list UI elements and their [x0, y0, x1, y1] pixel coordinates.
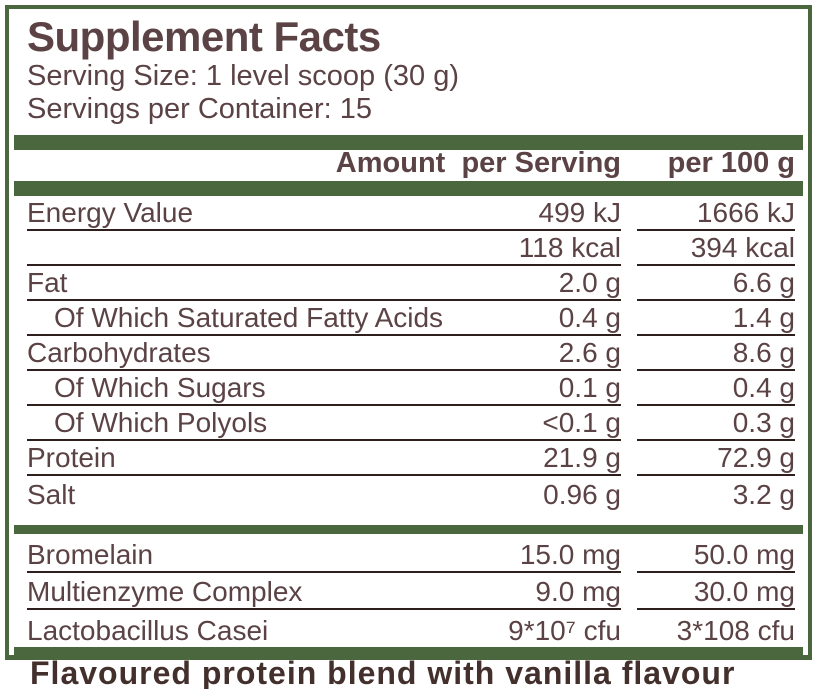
row-main-cell: Salt 0.96 g — [27, 476, 621, 511]
row-label: Salt — [27, 479, 76, 510]
actives-section: Bromelain 15.0 mg 50.0 mg Multienzyme Compl… — [9, 536, 808, 647]
per-serving-value: 2.0 g — [558, 267, 621, 298]
supplement-facts-panel: Supplement Facts Serving Size: 1 level s… — [5, 5, 812, 660]
per-serving-value: 0.96 g — [543, 479, 621, 510]
per-100g-value: 0.4 g — [637, 371, 795, 406]
green-separator-bar — [14, 135, 803, 150]
supplement-label-page: { "panel": { "title": "Supplement Facts"… — [5, 5, 812, 689]
per-100g-value: 1666 kJ — [637, 196, 795, 231]
row-label: Carbohydrates — [27, 337, 211, 368]
per-100g-value: 3.2 g — [732, 479, 795, 510]
row-label: Bromelain — [27, 539, 154, 570]
row-label: Lactobacillus Casei — [27, 615, 269, 646]
row-label: Multienzyme Complex — [27, 576, 303, 607]
row-label: Protein — [27, 442, 116, 473]
green-separator-bar — [14, 181, 803, 196]
per-serving-value: 9.0 mg — [535, 576, 621, 607]
per-100g-value: 72.9 g — [637, 441, 795, 476]
per-100g-value: 30.0 mg — [637, 573, 795, 610]
row-protein: Protein 21.9 g 72.9 g — [9, 441, 808, 476]
row-label: Fat — [27, 267, 68, 298]
row-multienzyme-complex: Multienzyme Complex 9.0 mg 30.0 mg — [9, 573, 808, 610]
green-separator-bar — [14, 525, 803, 534]
row-main-cell: Bromelain 15.0 mg — [27, 536, 621, 573]
per-serving-value: <0.1 g — [542, 407, 621, 438]
row-main-cell: Of Which Saturated Fatty Acids 0.4 g — [27, 301, 621, 336]
panel-title: Supplement Facts — [27, 13, 381, 60]
per-100g-value: 394 kcal — [637, 231, 795, 266]
per-serving-value: 118 kcal — [518, 232, 621, 263]
per-serving-value: 2.6 g — [558, 337, 621, 368]
per-serving-value: 499 kJ — [538, 197, 622, 228]
servings-per-container-text: Servings per Container: 15 — [27, 93, 372, 125]
per-100g-value: 50.0 mg — [637, 536, 795, 573]
per-100g-value: 0.3 g — [637, 406, 795, 441]
per-serving-value: 21.9 g — [543, 442, 621, 473]
serving-size-text: Serving Size: 1 level scoop (30 g) — [27, 60, 459, 92]
row-label: Of Which Sugars — [54, 372, 266, 403]
column-header-row: Amount per Serving per 100 g — [9, 147, 808, 181]
per-serving-value: 0.1 g — [558, 372, 621, 403]
row-main-cell: Protein 21.9 g — [27, 441, 621, 476]
row-main-cell: Fat 2.0 g — [27, 266, 621, 301]
green-separator-bar — [14, 647, 803, 655]
row-main-cell: Multienzyme Complex 9.0 mg — [27, 573, 621, 610]
per-100g-value: 3*108 cfu — [676, 615, 795, 646]
per-serving-value: 9*10⁷ cfu — [508, 615, 621, 646]
per-serving-value: 15.0 mg — [519, 539, 621, 570]
row-salt: Salt 0.96 g 3.2 g — [9, 476, 808, 511]
row-main-cell: Carbohydrates 2.6 g — [27, 336, 621, 371]
row-main-cell: Of Which Polyols <0.1 g — [27, 406, 621, 441]
row-label: Energy Value — [27, 197, 194, 228]
row-lactobacillus-casei: Lactobacillus Casei 9*10⁷ cfu 3*108 cfu — [9, 610, 808, 647]
row-fat: Fat 2.0 g 6.6 g — [9, 266, 808, 301]
per-100g-header: per 100 g — [667, 147, 795, 179]
per-100g-value: 1.4 g — [637, 301, 795, 336]
row-of-which-sugars: Of Which Sugars 0.1 g 0.4 g — [9, 371, 808, 406]
row-main-cell: Energy Value 499 kJ — [27, 196, 621, 231]
per-100g-value: 8.6 g — [637, 336, 795, 371]
row-main-cell: Of Which Sugars 0.1 g — [27, 371, 621, 406]
row-label: Of Which Saturated Fatty Acids — [54, 302, 444, 333]
row-bromelain: Bromelain 15.0 mg 50.0 mg — [9, 536, 808, 573]
row-main-cell: Lactobacillus Casei 9*10⁷ cfu — [27, 610, 621, 647]
row-kcal: 118 kcal 394 kcal — [9, 231, 808, 266]
per-100g-value: 6.6 g — [637, 266, 795, 301]
nutrients-section: Energy Value 499 kJ 1666 kJ 118 kcal 394 kca… — [9, 196, 808, 511]
per-serving-value: 0.4 g — [558, 302, 621, 333]
row-carbohydrates: Carbohydrates 2.6 g 8.6 g — [9, 336, 808, 371]
row-label: Of Which Polyols — [54, 407, 268, 438]
clipped-bottom-text: Flavoured protein blend with vanilla fla… — [30, 657, 736, 689]
row-of-which-saturated-fatty-acids: Of Which Saturated Fatty Acids 0.4 g 1.4 g — [9, 301, 808, 336]
amount-per-serving-header: Amount per Serving — [335, 147, 621, 179]
row-of-which-polyols: Of Which Polyols <0.1 g 0.3 g — [9, 406, 808, 441]
row-main-cell: 118 kcal — [27, 231, 621, 266]
row-energy-value: Energy Value 499 kJ 1666 kJ — [9, 196, 808, 231]
